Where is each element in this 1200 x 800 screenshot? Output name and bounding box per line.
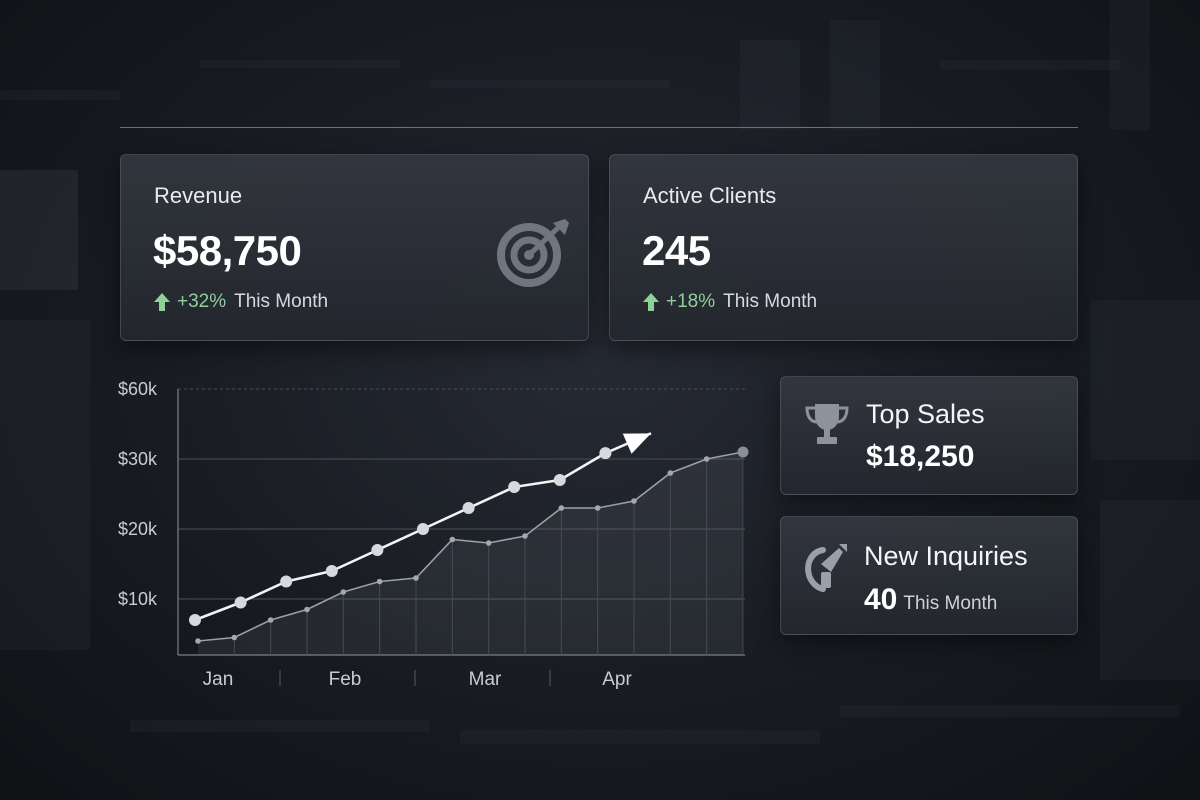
revenue-change-pct: +32% [177,291,227,312]
y-tick-label: $30k [118,449,158,469]
series-1-point [189,614,201,626]
series-2-point [558,505,565,511]
top-sales-value: $18,250 [866,440,975,473]
series-2-point [376,578,383,585]
series-2-point [267,617,274,623]
revenue-line-chart: $10k $20k $30k $60k Jan Feb Mar Apr [118,379,749,690]
new-inquiries-label: New Inquiries [864,541,1028,571]
arrow-up-icon [154,293,170,311]
series-1-point [371,544,384,556]
revenue-value: $58,750 [153,227,302,274]
new-inquiries-card[interactable]: New Inquiries 40 This Month [780,516,1078,635]
x-tick-label: Mar [469,669,502,690]
series-1-point [417,523,429,535]
header-divider [120,127,1078,128]
series-1-point [599,447,612,460]
target-icon [497,219,569,287]
series-1-point [508,481,521,493]
arrow-up-icon [643,293,659,311]
revenue-card[interactable]: Revenue $58,750 +32% This Month [120,154,589,341]
series-2-point [667,470,674,476]
active-clients-change-period: This Month [723,291,818,312]
x-tick-label: Jan [203,669,234,690]
megaphone-icon [805,544,847,592]
series-2-point [413,575,419,581]
x-tick-label: Apr [602,669,632,690]
series-2-area [198,452,743,655]
series-1-point [280,575,293,588]
series-1-point [462,502,475,514]
top-sales-card[interactable]: Top Sales $18,250 [780,376,1078,495]
series-2-point [195,638,201,644]
series-2-point [304,606,310,613]
x-tick-label: Feb [329,669,362,690]
series-1-point [325,565,338,577]
y-tick-label: $10k [118,589,158,609]
series-2-line [197,451,744,642]
active-clients-change-pct: +18% [666,291,716,312]
series-2-point [231,634,238,641]
series-2-point [594,505,601,511]
new-inquiries-value: 40 [864,583,898,616]
active-clients-label: Active Clients [643,183,777,208]
active-clients-value: 245 [642,227,711,274]
series-2-point [631,498,637,504]
series-1-point [553,474,566,486]
series-2-point [340,589,347,595]
revenue-label: Revenue [154,183,243,208]
y-tick-label: $20k [118,519,158,539]
series-2-point [449,536,456,543]
revenue-change: +32% This Month [153,291,328,313]
new-inquiries-value-row: 40 This Month [864,583,997,617]
series-1-point [234,596,247,609]
revenue-change-period: This Month [234,291,329,312]
active-clients-card[interactable]: Active Clients 245 +18% This Month [609,154,1078,341]
new-inquiries-period: This Month [903,593,998,614]
top-sales-label: Top Sales [866,399,985,429]
series-1-arrowhead [622,433,651,454]
series-2-point [522,533,528,539]
y-tick-label: $60k [118,379,158,399]
trophy-icon [805,404,849,444]
series-2-point [485,540,492,546]
series-2-point [703,456,710,462]
active-clients-change: +18% This Month [642,291,817,313]
series-2-point [737,446,749,458]
